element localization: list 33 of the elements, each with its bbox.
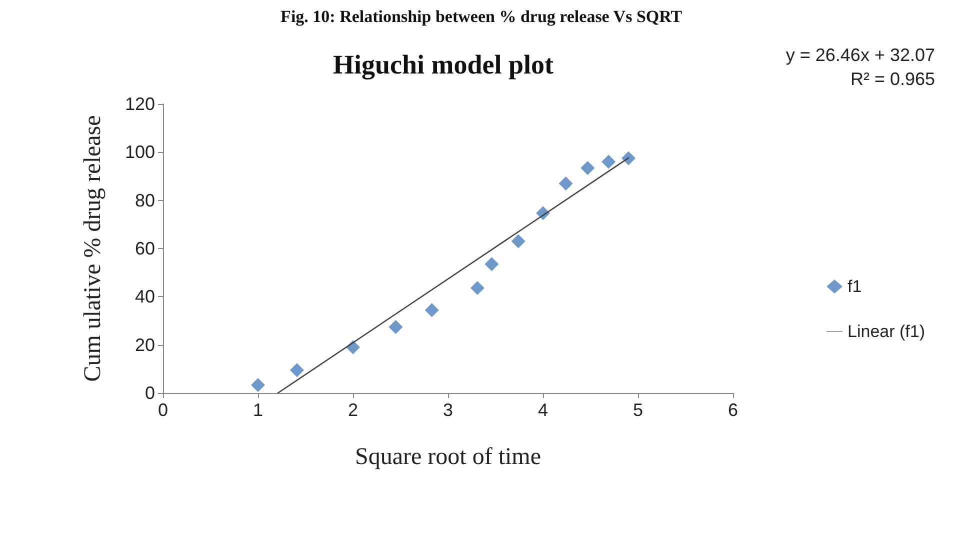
y-tick-label: 20 xyxy=(134,334,155,355)
y-tick-label: 0 xyxy=(144,383,155,403)
point xyxy=(388,320,403,334)
y-tick-label: 40 xyxy=(134,286,155,307)
text: y = 26.46x + 32.07 xyxy=(786,45,936,65)
x-tick-label: 5 xyxy=(632,400,644,420)
x-tick-label: 0 xyxy=(158,400,168,420)
x-tick-label: 2 xyxy=(348,400,358,420)
y-axis-title: Cum ulative % drug release xyxy=(80,115,106,382)
point xyxy=(484,257,499,272)
point xyxy=(558,176,573,190)
x-tick-label: 6 xyxy=(728,400,738,420)
point xyxy=(290,363,304,378)
x-tick-label: 4 xyxy=(538,400,548,420)
point xyxy=(622,151,636,166)
y-tick-label: 120 xyxy=(124,94,155,114)
point xyxy=(424,303,439,318)
y-tick-label: 100 xyxy=(124,142,155,162)
caption: Fig. 10: Relationship between % drug release Vs SQRT xyxy=(280,7,683,26)
chart-title: Higuchi model plot xyxy=(333,50,554,80)
x-axis-title: Square root of time xyxy=(355,444,541,470)
point xyxy=(602,154,616,169)
point xyxy=(580,161,595,176)
text: R² = 0.965 xyxy=(850,69,936,89)
point xyxy=(511,234,526,248)
y-tick-label: 60 xyxy=(134,238,155,258)
x-tick-label: 3 xyxy=(442,400,454,420)
y-tick-label: 80 xyxy=(134,190,155,210)
point xyxy=(251,378,265,392)
legend-label: f1 xyxy=(848,277,862,296)
legend-label: Linear (f1) xyxy=(848,322,926,341)
point xyxy=(470,280,484,295)
x-tick-label: 1 xyxy=(252,400,264,420)
